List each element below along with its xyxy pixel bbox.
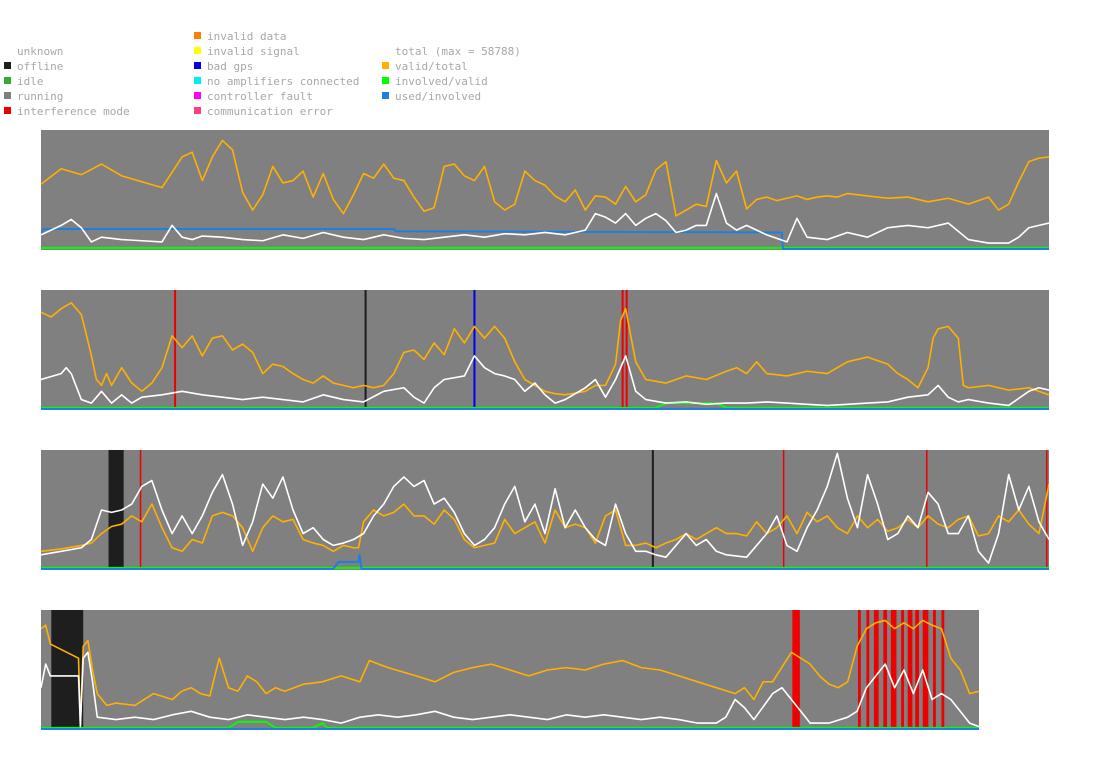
legend-swatch-unknown: [4, 47, 11, 54]
legend-item-interference-mode: interference mode: [4, 104, 130, 119]
legend-item-unknown: unknown: [4, 44, 130, 59]
series-line-total: [41, 651, 979, 728]
state-bar-interference-mode-8: [907, 610, 913, 730]
legend-item-no-amplifiers: no amplifiers connected: [194, 74, 359, 89]
state-bar-offline-2: [651, 450, 654, 570]
state-bar-interference-mode-3: [866, 610, 870, 730]
legend-item-involved-valid: involved/valid: [382, 74, 521, 89]
state-bar-interference-mode-12: [941, 610, 945, 730]
series-line-total: [41, 452, 1049, 564]
chart-svg-4: [41, 610, 979, 730]
chart-panel-3: [41, 450, 1049, 570]
legend-item-controller-fault: controller fault: [194, 89, 359, 104]
legend-swatch-running: [4, 92, 11, 99]
legend-swatch-interference: [4, 107, 11, 114]
series-line-total: [41, 355, 1049, 407]
chart-svg-3: [41, 450, 1049, 570]
chart-panel-1: [41, 130, 1049, 250]
state-bar-interference-mode-11: [933, 610, 936, 730]
legend-swatch-no-amplifiers: [194, 77, 201, 84]
legend-states: unknown offline idle running interferenc…: [4, 44, 130, 119]
chart-panel-2: [41, 290, 1049, 410]
state-bar-offline-0: [108, 450, 124, 570]
state-bar-interference-mode-4: [625, 290, 628, 410]
state-bar-interference-mode-9: [915, 610, 919, 730]
state-bar-interference-mode-4: [873, 610, 879, 730]
series-line-total: [41, 192, 1049, 244]
state-bar-interference-mode-6: [890, 610, 897, 730]
state-bar-interference-mode-5: [1045, 450, 1048, 570]
state-bar-interference-mode-5: [883, 610, 888, 730]
legend-item-bad-gps: bad gps: [194, 59, 359, 74]
state-bar-bad-gps-2: [473, 290, 476, 410]
legend-swatch-controller-fault: [194, 92, 201, 99]
series-line-valid-total: [41, 483, 1049, 553]
chart-svg-2: [41, 290, 1049, 410]
legend-swatch-invalid-data: [194, 32, 201, 39]
state-bar-interference-mode-10: [922, 610, 929, 730]
state-bar-interference-mode-1: [792, 610, 800, 730]
series-line-used-involved: [41, 553, 1049, 570]
state-bar-interference-mode-3: [621, 290, 624, 410]
series-line-involved-valid: [41, 720, 979, 729]
state-bar-offline-1: [364, 290, 367, 410]
legend-swatch-valid-total: [382, 62, 389, 69]
state-bar-interference-mode-0: [174, 290, 177, 410]
legend-swatch-offline: [4, 62, 11, 69]
state-bar-interference-mode-7: [901, 610, 904, 730]
legend-item-used-involved: used/involved: [382, 89, 521, 104]
legend-item-invalid-data: invalid data: [194, 29, 359, 44]
legend-swatch-involved-valid: [382, 77, 389, 84]
legend-swatch-bad-gps: [194, 62, 201, 69]
legend-swatch-invalid-signal: [194, 47, 201, 54]
state-bar-interference-mode-3: [782, 450, 785, 570]
chart-svg-1: [41, 139, 1049, 250]
legend-swatch-communication-error: [194, 107, 201, 114]
legend-series: total (max = 58788) valid/total involved…: [382, 44, 521, 104]
legend-item-running: running: [4, 89, 130, 104]
legend-item-offline: offline: [4, 59, 130, 74]
series-line-used-involved: [41, 227, 1049, 250]
series-line-valid-total: [41, 302, 1049, 396]
state-bar-offline-0: [51, 610, 84, 730]
legend-item-invalid-signal: invalid signal: [194, 44, 359, 59]
legend-swatch-idle: [4, 77, 11, 84]
state-bar-interference-mode-4: [926, 450, 928, 570]
series-line-valid-total: [41, 139, 1049, 217]
state-bar-interference-mode-1: [139, 450, 142, 570]
legend-swatch-total: [382, 47, 389, 54]
series-line-involved-valid: [41, 402, 1049, 409]
chart-panel-4: [41, 610, 979, 730]
legend-item-valid-total: valid/total: [382, 59, 521, 74]
legend-item-idle: idle: [4, 74, 130, 89]
legend-errors: invalid data invalid signal bad gps no a…: [194, 29, 359, 119]
legend-item-communication-error: communication error: [194, 104, 359, 119]
series-line-valid-total: [41, 619, 979, 728]
legend-swatch-used-involved: [382, 92, 389, 99]
legend-item-total: total (max = 58788): [382, 44, 521, 59]
state-bar-interference-mode-2: [858, 610, 861, 730]
